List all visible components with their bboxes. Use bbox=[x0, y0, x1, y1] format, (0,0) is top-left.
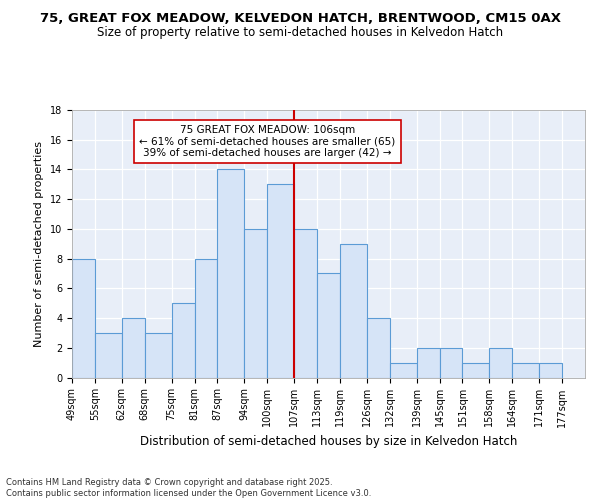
Bar bbox=[416, 348, 440, 378]
Bar bbox=[539, 362, 562, 378]
Bar bbox=[340, 244, 367, 378]
Bar bbox=[217, 170, 244, 378]
Text: 75, GREAT FOX MEADOW, KELVEDON HATCH, BRENTWOOD, CM15 0AX: 75, GREAT FOX MEADOW, KELVEDON HATCH, BR… bbox=[40, 12, 560, 26]
Bar bbox=[367, 318, 390, 378]
Text: Contains HM Land Registry data © Crown copyright and database right 2025.
Contai: Contains HM Land Registry data © Crown c… bbox=[6, 478, 371, 498]
Bar bbox=[440, 348, 463, 378]
Bar bbox=[172, 303, 194, 378]
Bar bbox=[122, 318, 145, 378]
Bar bbox=[72, 258, 95, 378]
Bar bbox=[489, 348, 512, 378]
Bar bbox=[463, 362, 489, 378]
Bar bbox=[267, 184, 294, 378]
X-axis label: Distribution of semi-detached houses by size in Kelvedon Hatch: Distribution of semi-detached houses by … bbox=[140, 435, 517, 448]
Bar bbox=[244, 229, 267, 378]
Y-axis label: Number of semi-detached properties: Number of semi-detached properties bbox=[34, 141, 44, 347]
Bar bbox=[317, 274, 340, 378]
Text: 75 GREAT FOX MEADOW: 106sqm
← 61% of semi-detached houses are smaller (65)
39% o: 75 GREAT FOX MEADOW: 106sqm ← 61% of sem… bbox=[139, 125, 395, 158]
Bar bbox=[95, 333, 122, 378]
Bar bbox=[512, 362, 539, 378]
Bar bbox=[194, 258, 217, 378]
Bar bbox=[145, 333, 172, 378]
Bar bbox=[294, 229, 317, 378]
Text: Size of property relative to semi-detached houses in Kelvedon Hatch: Size of property relative to semi-detach… bbox=[97, 26, 503, 39]
Bar bbox=[390, 362, 416, 378]
